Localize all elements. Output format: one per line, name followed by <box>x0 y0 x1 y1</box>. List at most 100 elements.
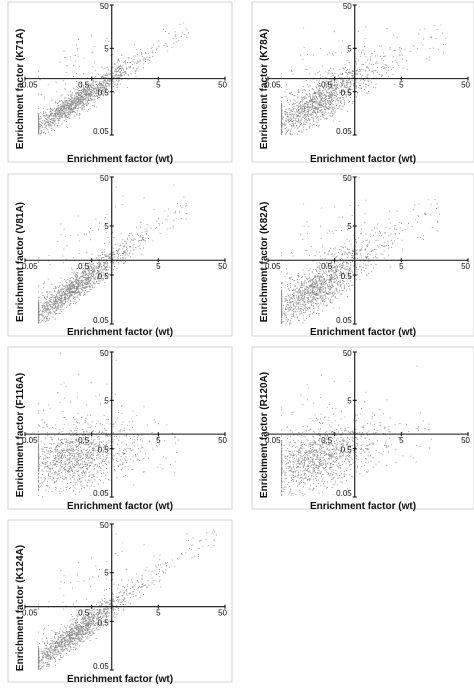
data-point <box>121 254 123 256</box>
data-point <box>323 106 325 108</box>
data-point <box>293 99 295 101</box>
data-point <box>329 87 331 89</box>
data-point <box>105 256 107 258</box>
data-point <box>345 84 347 86</box>
data-point <box>296 111 298 113</box>
data-point <box>77 103 78 105</box>
data-point <box>325 91 327 92</box>
data-point <box>322 290 324 292</box>
data-point <box>83 294 85 296</box>
data-point <box>319 92 321 94</box>
data-point <box>43 318 45 320</box>
data-point <box>349 277 350 279</box>
data-point <box>106 266 108 268</box>
data-point <box>114 70 116 72</box>
data-point <box>308 127 310 129</box>
data-point <box>289 120 291 121</box>
data-point <box>313 100 315 102</box>
data-point <box>308 110 310 111</box>
data-point <box>43 281 45 283</box>
data-point <box>105 91 107 93</box>
data-point <box>317 122 319 124</box>
data-point <box>68 285 70 287</box>
data-point <box>54 296 56 298</box>
data-point <box>81 97 83 99</box>
data-point <box>301 112 303 114</box>
data-point <box>84 94 86 96</box>
data-point <box>59 117 61 119</box>
data-point <box>44 298 46 300</box>
data-point <box>55 313 57 314</box>
data-point <box>86 233 88 235</box>
data-point <box>120 75 122 77</box>
data-point <box>294 119 296 121</box>
data-point <box>357 92 358 93</box>
data-point <box>48 309 50 311</box>
data-point <box>343 251 345 253</box>
data-point <box>294 108 296 110</box>
data-point <box>69 94 71 96</box>
data-point <box>302 239 304 241</box>
data-point <box>62 108 64 110</box>
data-point <box>66 279 68 280</box>
data-point <box>93 278 95 280</box>
data-point <box>73 302 74 304</box>
data-point <box>78 104 79 106</box>
data-point <box>290 116 292 118</box>
data-point <box>90 288 92 290</box>
data-point <box>40 122 42 124</box>
data-point <box>303 114 305 116</box>
data-point <box>77 89 78 91</box>
data-point <box>117 261 119 263</box>
data-point <box>64 83 66 85</box>
data-point <box>311 292 313 294</box>
data-point <box>312 112 314 114</box>
data-point <box>93 268 95 270</box>
data-point <box>69 108 71 110</box>
data-point <box>187 32 189 34</box>
data-point <box>41 292 43 294</box>
data-point <box>118 66 120 68</box>
data-point <box>125 72 127 74</box>
data-point <box>74 285 76 287</box>
data-point <box>340 108 342 110</box>
data-point <box>185 202 187 204</box>
data-point <box>386 28 388 29</box>
data-point <box>57 105 59 107</box>
data-point <box>324 81 326 83</box>
data-point <box>304 103 306 104</box>
x-tick-label: 5 <box>399 81 404 90</box>
data-point <box>387 245 389 247</box>
data-point <box>283 124 285 126</box>
data-point <box>72 283 74 285</box>
data-point <box>313 92 315 94</box>
data-point <box>361 69 363 71</box>
data-point <box>337 262 339 264</box>
data-point <box>345 277 347 279</box>
data-point <box>47 320 49 321</box>
data-point <box>38 119 40 121</box>
data-point <box>55 112 57 114</box>
data-point <box>328 106 330 108</box>
data-point <box>396 62 398 64</box>
data-point <box>176 41 178 43</box>
data-point <box>77 288 79 290</box>
data-point <box>164 30 166 32</box>
data-point <box>55 306 57 308</box>
data-point <box>69 293 71 295</box>
data-point <box>313 102 315 104</box>
data-point <box>58 287 60 289</box>
data-point <box>58 290 60 292</box>
data-point <box>308 279 310 281</box>
data-point <box>57 297 58 299</box>
data-point <box>109 80 111 82</box>
data-point <box>313 97 315 99</box>
data-point <box>345 67 346 69</box>
data-point <box>52 304 54 306</box>
data-point <box>372 63 374 65</box>
data-point <box>91 265 93 267</box>
data-point <box>94 278 96 280</box>
data-point <box>343 103 345 105</box>
data-point <box>417 237 419 238</box>
data-point <box>81 102 83 103</box>
